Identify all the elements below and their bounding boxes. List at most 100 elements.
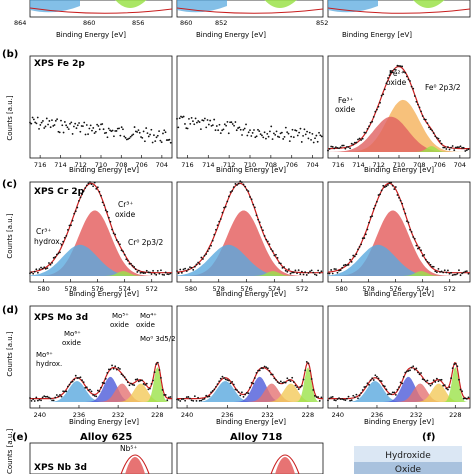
panel-d-point-0-69 bbox=[137, 380, 140, 383]
panel-c-point-2-4 bbox=[333, 268, 336, 270]
panel-c-point-1-45 bbox=[249, 196, 251, 198]
panel-d-point-0-34 bbox=[82, 381, 85, 384]
panel-c-component-hydroxide-0 bbox=[30, 244, 172, 276]
ann-mo6ox-2: oxide bbox=[62, 339, 81, 347]
panel-c-point-0-18 bbox=[57, 252, 60, 255]
panel-b-ticklabel-2-3: 710 bbox=[393, 161, 405, 169]
panel-d-point-2-22 bbox=[361, 389, 364, 391]
panel-d-point-0-23 bbox=[65, 390, 68, 393]
panel-b-point-1-104 bbox=[314, 137, 316, 140]
panel-c-xlabel-3: Binding Energy [eV] bbox=[364, 290, 434, 298]
panel-b-point-1-85 bbox=[288, 140, 291, 143]
panel-d-point-1-42 bbox=[244, 393, 247, 396]
panel-d-point-0-53 bbox=[112, 367, 115, 370]
panel-c-point-2-17 bbox=[353, 255, 356, 258]
panel-b-frame-1 bbox=[176, 55, 324, 159]
panel-b-point-1-101 bbox=[310, 138, 312, 141]
panel-b-point-0-88 bbox=[142, 130, 145, 133]
panel-b-point-1-32 bbox=[218, 123, 221, 126]
panel-b-point-1-6 bbox=[184, 123, 186, 125]
panel-c-point-0-87 bbox=[166, 273, 169, 276]
panel-b-point-0-18 bbox=[52, 125, 55, 127]
panel-d-point-1-36 bbox=[234, 388, 237, 391]
panel-d-component-metal-2 bbox=[328, 367, 470, 402]
panel-b-point-0-1 bbox=[30, 122, 33, 125]
panel-b-point-0-78 bbox=[129, 135, 132, 138]
panel-d-point-2-4 bbox=[333, 399, 336, 401]
panel-c-point-0-34 bbox=[82, 190, 85, 192]
panel-b-point-0-47 bbox=[89, 124, 92, 127]
panel-d-point-2-70 bbox=[437, 380, 440, 383]
panel-c-title: XPS Cr 2p bbox=[34, 187, 85, 197]
panel-d-point-1-20 bbox=[208, 395, 211, 398]
panel-b-point-0-54 bbox=[98, 128, 101, 131]
panel-b-point-0-93 bbox=[149, 133, 151, 136]
panel-d-point-2-50 bbox=[405, 370, 408, 373]
panel-b-point-1-73 bbox=[272, 132, 275, 135]
panel-c-ticklabel-2-1: 578 bbox=[362, 285, 374, 293]
panel-b-point-1-46 bbox=[237, 127, 239, 129]
panel-d-point-1-6 bbox=[185, 396, 188, 399]
panel-c-point-1-84 bbox=[312, 271, 315, 274]
ann-fe3-2: oxide bbox=[335, 105, 356, 114]
panel-c-point-2-63 bbox=[426, 260, 429, 263]
panel-b-point-1-41 bbox=[230, 121, 233, 124]
panel-d-point-1-34 bbox=[231, 380, 234, 383]
panel-b-point-1-75 bbox=[275, 130, 278, 133]
panel-c-point-2-42 bbox=[393, 188, 396, 191]
panel-b-point-2-1 bbox=[328, 148, 331, 150]
panel-b-point-2-34 bbox=[380, 94, 383, 97]
panel-c-point-1-47 bbox=[252, 203, 255, 206]
panel-d-point-2-67 bbox=[432, 379, 435, 382]
panel-b-point-0-65 bbox=[113, 135, 115, 138]
panel-d-ticklabel-0-2: 232 bbox=[112, 411, 124, 419]
panel-a-envelope-0 bbox=[29, 7, 173, 14]
panel-d-point-1-15 bbox=[200, 399, 203, 402]
panel-f-tag: (f) bbox=[422, 432, 436, 443]
panel-b-point-2-26 bbox=[368, 125, 370, 128]
panel-b-point-0-108 bbox=[168, 138, 171, 141]
panel-d-point-0-83 bbox=[160, 376, 162, 379]
panel-b-point-0-36 bbox=[75, 127, 78, 130]
panel-c-point-2-41 bbox=[391, 184, 394, 187]
panel-b-point-0-33 bbox=[71, 133, 74, 135]
panel-b-point-2-10 bbox=[342, 144, 345, 147]
panel-b-point-1-20 bbox=[202, 119, 205, 122]
panel-c-point-2-9 bbox=[341, 266, 344, 269]
panel-c-point-1-72 bbox=[292, 271, 295, 274]
panel-b-point-1-96 bbox=[303, 128, 306, 131]
panel-d-point-1-49 bbox=[255, 372, 258, 374]
panel-c-point-0-80 bbox=[155, 273, 158, 276]
panel-d-point-1-33 bbox=[229, 382, 232, 385]
panel-d-point-1-74 bbox=[296, 386, 298, 388]
panel-d-ticklabel-0-3: 228 bbox=[151, 411, 163, 419]
panel-c-point-1-5 bbox=[184, 267, 187, 270]
panel-d-point-1-12 bbox=[195, 399, 198, 402]
panel-b-point-2-45 bbox=[398, 64, 400, 67]
panel-d-point-1-51 bbox=[258, 369, 261, 372]
panel-c-point-2-35 bbox=[382, 184, 385, 187]
panel-c-point-1-31 bbox=[226, 200, 229, 203]
panel-c-point-0-33 bbox=[81, 193, 83, 196]
panel-b-point-2-40 bbox=[390, 70, 393, 73]
panel-b-point-0-99 bbox=[156, 134, 159, 137]
panel-b-point-1-4 bbox=[181, 116, 184, 119]
panel-b-point-0-103 bbox=[162, 132, 164, 135]
panel-c-point-0-26 bbox=[70, 224, 72, 227]
panel-c-point-0-74 bbox=[145, 269, 148, 272]
panel-d-point-1-26 bbox=[218, 380, 221, 383]
panel-c-point-2-51 bbox=[407, 221, 410, 224]
panel-d-component-mo4-1 bbox=[177, 383, 323, 402]
panel-d-point-2-83 bbox=[458, 378, 460, 381]
panel-b-ticklabel-0-2: 712 bbox=[75, 161, 87, 169]
panel-b-point-2-23 bbox=[363, 131, 366, 134]
panel-c-point-2-13 bbox=[347, 263, 350, 266]
panel-c-frame-1 bbox=[176, 181, 324, 283]
panel-b-point-0-21 bbox=[56, 118, 59, 121]
panel-c-point-0-44 bbox=[98, 190, 101, 193]
panel-d-point-2-30 bbox=[374, 374, 377, 377]
panel-b-point-0-74 bbox=[124, 136, 127, 139]
panel-b-point-0-13 bbox=[45, 117, 48, 120]
panel-c-point-2-81 bbox=[454, 273, 457, 276]
panel-e-peak-0 bbox=[125, 457, 146, 474]
